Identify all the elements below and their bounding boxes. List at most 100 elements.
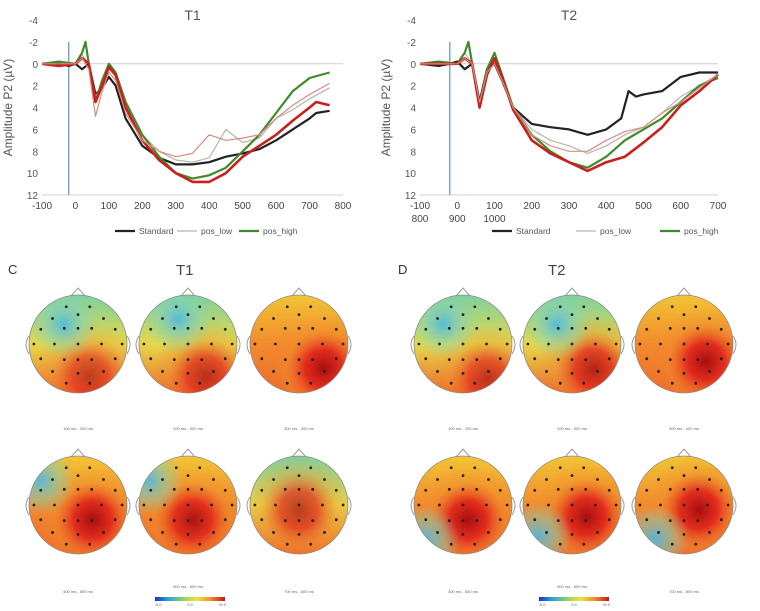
scale-label: +5.0 xyxy=(602,602,610,607)
electrode xyxy=(449,466,453,470)
electrode xyxy=(283,326,287,330)
electrode xyxy=(272,478,275,481)
electrode xyxy=(297,533,301,536)
electrode xyxy=(670,305,674,309)
y-tick-label: -4 xyxy=(407,16,416,27)
head-outline xyxy=(634,294,734,394)
ear-outline xyxy=(511,496,516,516)
legend-label: Standard xyxy=(139,226,174,236)
electrode xyxy=(309,466,313,470)
topo-caption: 100 ms - 200 ms xyxy=(448,426,478,431)
electrode xyxy=(447,487,451,491)
series-line xyxy=(420,57,719,152)
head-outline xyxy=(28,455,128,555)
electrode xyxy=(62,519,66,523)
electrode xyxy=(223,327,227,331)
electrode xyxy=(90,519,94,523)
electrode xyxy=(272,370,275,373)
electrode xyxy=(200,487,204,491)
head-outline xyxy=(413,455,513,555)
electrode xyxy=(260,488,264,492)
electrode xyxy=(668,358,672,362)
electrode xyxy=(449,542,453,546)
electrode xyxy=(253,342,257,346)
scale-label: +5.0 xyxy=(218,602,226,607)
electrode xyxy=(113,357,117,361)
panel-letter-c: C xyxy=(8,262,18,277)
electrode xyxy=(475,519,479,523)
electrode xyxy=(607,488,611,492)
electrode xyxy=(200,358,204,362)
electrode xyxy=(161,531,164,534)
electrode xyxy=(88,305,92,309)
legend-label: Standard xyxy=(516,226,551,236)
electrode xyxy=(424,357,428,361)
electrode xyxy=(670,381,674,385)
electrode xyxy=(285,542,289,546)
electrode xyxy=(558,542,562,546)
nose-outline xyxy=(564,448,580,458)
electrode xyxy=(708,531,711,534)
electrode xyxy=(696,358,700,362)
electrode xyxy=(424,327,428,331)
electrode xyxy=(88,381,92,385)
electrode xyxy=(88,542,92,546)
electrode xyxy=(172,326,176,330)
electrode xyxy=(311,519,315,523)
topo-caption: 400 ms - 500 ms xyxy=(448,589,478,594)
electrode xyxy=(297,503,301,507)
x-tick-label: 700 xyxy=(710,201,727,212)
electrode xyxy=(498,518,502,522)
electrode xyxy=(186,372,190,375)
electrode xyxy=(558,381,562,385)
ear-outline xyxy=(135,335,140,355)
electrode xyxy=(558,466,562,470)
electrode xyxy=(682,342,686,346)
electrode xyxy=(186,487,190,491)
electrode xyxy=(545,478,548,481)
electrode xyxy=(285,466,289,470)
electrode xyxy=(668,519,672,523)
electrode xyxy=(186,326,190,330)
ear-outline xyxy=(246,335,251,355)
electrode xyxy=(596,531,599,534)
nose-outline xyxy=(70,287,86,297)
x-tick-label: 400 xyxy=(598,201,615,212)
x-tick-label: 800 xyxy=(335,201,352,212)
nose-outline xyxy=(676,448,692,458)
x-tick-label: 100 xyxy=(486,201,503,212)
electrode xyxy=(682,358,686,362)
electrode xyxy=(51,317,54,320)
electrode xyxy=(113,327,117,331)
electrode xyxy=(200,519,204,523)
head-outline xyxy=(634,455,734,555)
electrode xyxy=(645,327,649,331)
electrode xyxy=(584,326,588,330)
topo-caption: 700 ms - 800 ms xyxy=(284,589,314,594)
ear-outline xyxy=(236,496,241,516)
y-tick-label: 2 xyxy=(410,82,416,93)
electrode xyxy=(556,487,560,491)
head-outline xyxy=(522,294,622,394)
electrode xyxy=(260,518,264,522)
electrode xyxy=(461,372,465,375)
electrode xyxy=(102,478,105,481)
electrode xyxy=(297,313,301,316)
chart-t1: T1 Amplitude P2 (µV) -4 -2 0 2 4 6 8 10 12-100 0 100… xyxy=(1,7,352,236)
electrode xyxy=(309,305,313,309)
series-line xyxy=(419,60,718,136)
electrode xyxy=(210,503,213,507)
electrode xyxy=(708,478,711,481)
legend-label: pos_high xyxy=(263,226,298,236)
electrode xyxy=(659,503,662,507)
y-axis-label: Amplitude P2 (µV) xyxy=(1,59,15,157)
topo-caption: 200 ms - 300 ms xyxy=(557,426,587,431)
electrode xyxy=(274,342,277,346)
x-tick-label: -100 xyxy=(32,201,52,212)
y-tick-label: 12 xyxy=(27,191,39,202)
x-tick-label: 700 xyxy=(301,201,318,212)
topo-caption: 200 ms - 300 ms xyxy=(173,426,203,431)
electrode xyxy=(570,474,574,477)
x-tick-label: -100 xyxy=(410,201,430,212)
electrode xyxy=(198,305,202,309)
